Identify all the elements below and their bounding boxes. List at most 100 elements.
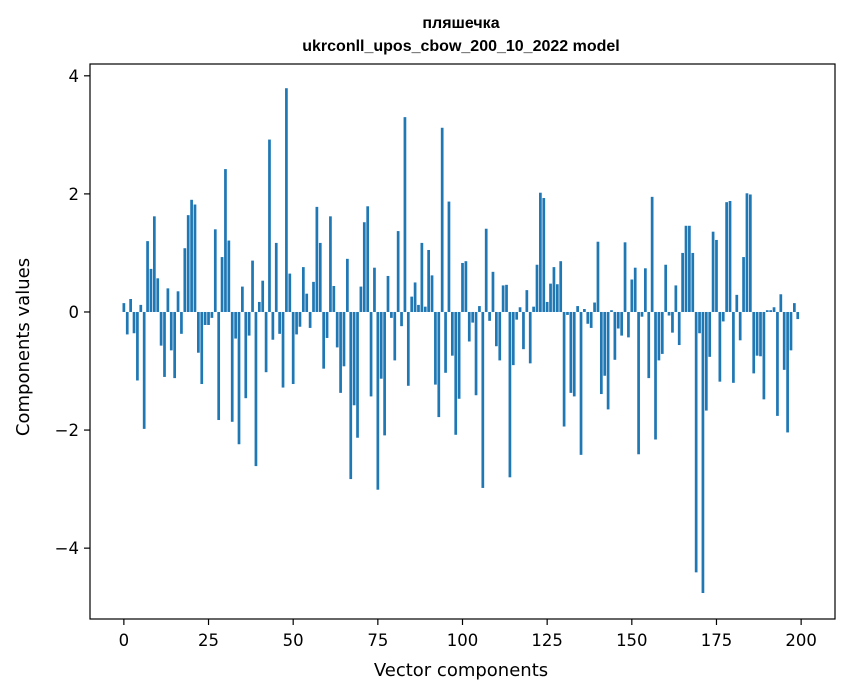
bar bbox=[755, 311, 759, 356]
bar bbox=[454, 311, 458, 435]
bar bbox=[488, 311, 491, 321]
bar bbox=[484, 228, 488, 312]
bar bbox=[650, 196, 654, 312]
bar bbox=[396, 231, 400, 312]
bar bbox=[474, 311, 478, 396]
bar bbox=[173, 311, 177, 379]
bar bbox=[291, 311, 295, 385]
bar bbox=[136, 311, 139, 381]
bar bbox=[684, 225, 688, 312]
bar bbox=[339, 311, 342, 393]
bar bbox=[654, 311, 657, 440]
bar bbox=[288, 273, 292, 312]
bar bbox=[447, 201, 451, 312]
bar bbox=[674, 285, 678, 312]
bar bbox=[701, 311, 705, 594]
bar bbox=[176, 291, 180, 312]
bar bbox=[122, 303, 126, 312]
x-tick-label: 175 bbox=[701, 631, 733, 650]
bar bbox=[542, 198, 546, 312]
bar bbox=[620, 311, 624, 336]
bar bbox=[525, 290, 529, 312]
bar bbox=[677, 311, 681, 346]
bar bbox=[129, 298, 132, 312]
bar bbox=[241, 286, 244, 312]
bar bbox=[704, 311, 708, 411]
bar bbox=[633, 267, 637, 312]
bar bbox=[579, 311, 583, 455]
bar bbox=[244, 311, 248, 399]
bar bbox=[491, 271, 495, 312]
bar bbox=[718, 311, 722, 382]
bar bbox=[332, 286, 336, 312]
bars-group bbox=[122, 88, 800, 594]
bar bbox=[200, 311, 204, 385]
bar bbox=[420, 242, 424, 312]
bar bbox=[681, 252, 684, 312]
bar bbox=[765, 310, 769, 312]
bar bbox=[346, 258, 349, 312]
bar bbox=[410, 296, 414, 312]
bar bbox=[539, 192, 542, 312]
bar bbox=[606, 311, 610, 410]
bar bbox=[748, 194, 752, 312]
bar bbox=[779, 294, 783, 312]
bar bbox=[627, 311, 630, 338]
bar bbox=[715, 239, 718, 312]
x-axis-label: Vector components bbox=[374, 660, 548, 681]
bar bbox=[234, 311, 237, 339]
x-tick-label: 125 bbox=[531, 631, 563, 650]
bar bbox=[464, 261, 468, 312]
bar bbox=[776, 311, 779, 416]
bar bbox=[708, 311, 712, 357]
bar bbox=[308, 311, 312, 328]
bar bbox=[593, 302, 596, 312]
bar bbox=[732, 311, 735, 383]
y-tick-label: 2 bbox=[69, 185, 80, 204]
bar bbox=[444, 311, 447, 373]
bar bbox=[403, 117, 407, 312]
bar bbox=[667, 311, 671, 316]
bar bbox=[688, 225, 691, 312]
bar bbox=[434, 311, 437, 385]
bar bbox=[349, 311, 353, 480]
bar bbox=[406, 311, 410, 386]
bar bbox=[711, 231, 715, 312]
bar bbox=[237, 311, 241, 445]
bar bbox=[193, 204, 197, 312]
bar bbox=[437, 311, 441, 418]
bar bbox=[152, 216, 156, 312]
bar bbox=[142, 311, 146, 429]
bar bbox=[163, 311, 166, 377]
x-tick-label: 0 bbox=[119, 631, 130, 650]
bar bbox=[786, 311, 789, 433]
bar bbox=[586, 311, 590, 324]
bar bbox=[535, 264, 539, 312]
bar bbox=[796, 311, 800, 320]
bar bbox=[528, 311, 532, 364]
bar bbox=[532, 306, 535, 312]
bar bbox=[169, 311, 173, 351]
bar bbox=[390, 311, 393, 318]
bar bbox=[440, 127, 444, 312]
bar bbox=[427, 249, 430, 312]
bar bbox=[769, 310, 773, 312]
bar bbox=[457, 311, 461, 399]
bar bbox=[342, 311, 346, 367]
bar bbox=[325, 311, 329, 338]
bar bbox=[691, 252, 695, 312]
bar bbox=[247, 311, 251, 336]
bar bbox=[190, 199, 193, 312]
bar bbox=[356, 311, 359, 438]
bar bbox=[318, 242, 322, 312]
bar bbox=[312, 281, 315, 312]
bar bbox=[180, 311, 183, 334]
bar bbox=[467, 311, 471, 342]
bar bbox=[616, 311, 620, 329]
bar bbox=[285, 88, 288, 312]
x-tick-label: 50 bbox=[283, 631, 304, 650]
bar bbox=[657, 311, 661, 361]
bar bbox=[721, 311, 725, 322]
bar bbox=[220, 257, 224, 312]
bar bbox=[217, 311, 221, 421]
